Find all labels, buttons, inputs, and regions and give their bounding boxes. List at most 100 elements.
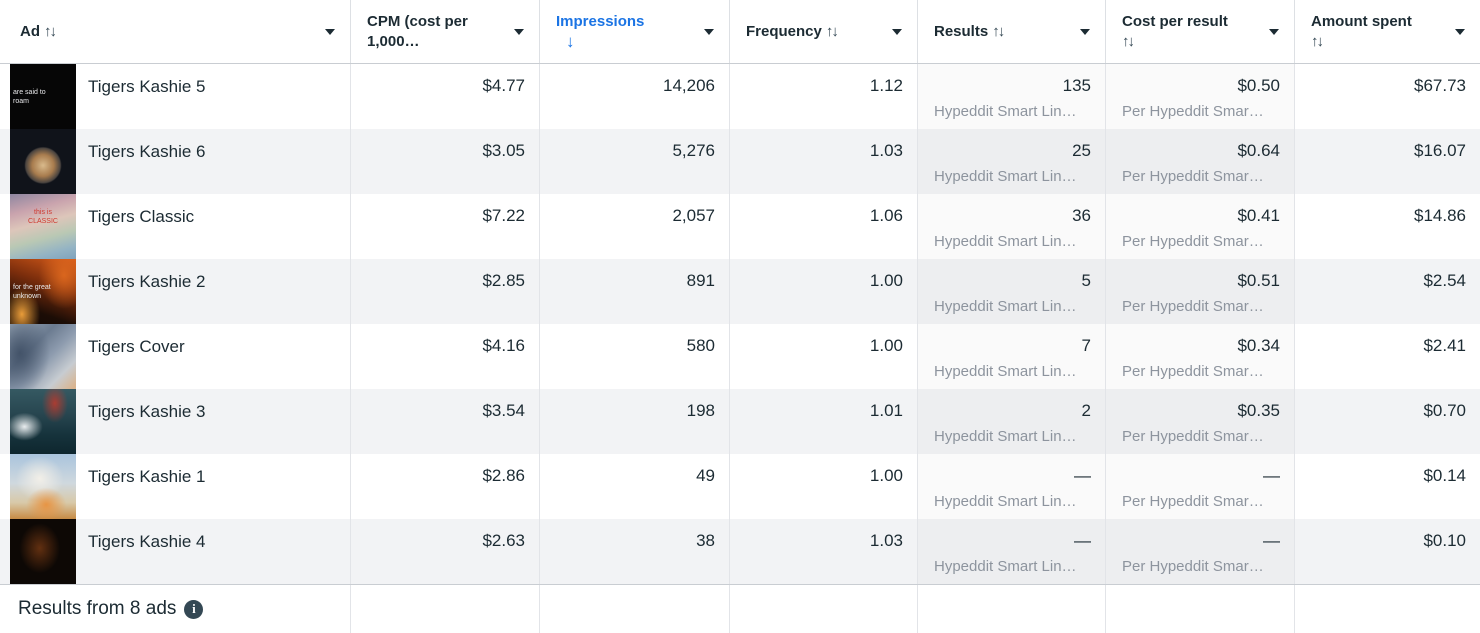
table-row[interactable]: Tigers Kashie 3 $3.54 198 1.01 2 Hypeddi… <box>0 389 1480 454</box>
amount-spent-value: $2.41 <box>1423 336 1466 355</box>
results-type-label: Hypeddit Smart Lin… <box>934 493 1077 510</box>
results-type-label: Hypeddit Smart Lin… <box>934 428 1077 445</box>
footer-cell <box>350 585 539 633</box>
results-value: 25 <box>1072 141 1091 160</box>
ad-name-link[interactable]: Tigers Kashie 3 <box>88 402 206 421</box>
chevron-down-icon[interactable] <box>704 28 714 35</box>
ad-name-link[interactable]: Tigers Kashie 6 <box>88 142 206 161</box>
results-value: 7 <box>1081 336 1091 355</box>
table-footer: Results from 8 ads i <box>0 584 1480 633</box>
table-row[interactable]: Tigers Kashie 1 $2.86 49 1.00 — Hypeddit… <box>0 454 1480 519</box>
cpm-value: $3.05 <box>482 141 525 160</box>
thumbnail-text: this is <box>34 209 52 216</box>
cost-per-result-cell: $0.51 Per Hypeddit Smar… <box>1105 259 1294 324</box>
thumbnail-text: for the great <box>13 283 51 291</box>
ad-thumbnail[interactable] <box>10 454 76 519</box>
ad-name-link[interactable]: Tigers Kashie 2 <box>88 272 206 291</box>
results-type-label: Hypeddit Smart Lin… <box>934 168 1077 185</box>
results-value: 36 <box>1072 206 1091 225</box>
cost-per-result-type-label: Per Hypeddit Smar… <box>1122 493 1264 510</box>
column-header-cpm[interactable]: CPM (cost per 1,000… <box>350 0 539 63</box>
cost-per-result-type-label: Per Hypeddit Smar… <box>1122 558 1264 575</box>
info-icon[interactable]: i <box>184 599 204 619</box>
impressions-cell: 198 <box>539 389 729 454</box>
impressions-value: 198 <box>686 401 715 420</box>
cost-per-result-type-label: Per Hypeddit Smar… <box>1122 103 1264 120</box>
sort-descending-icon[interactable]: ↓ <box>566 31 575 51</box>
results-summary-label: Results from 8 ads <box>18 598 177 619</box>
sort-arrows-icon[interactable]: ↑↓ <box>44 22 57 40</box>
chevron-down-icon[interactable] <box>892 28 902 35</box>
sort-arrows-icon[interactable]: ↑↓ <box>1311 32 1324 50</box>
cost-per-result-value: $0.41 <box>1237 206 1280 225</box>
thumbnail-text: are said to <box>13 88 46 96</box>
ad-cell: Tigers Kashie 6 <box>0 129 350 194</box>
frequency-cell: 1.03 <box>729 519 917 584</box>
column-header-ad[interactable]: Ad ↑↓ <box>0 0 350 63</box>
column-header-impressions[interactable]: Impressions ↓ <box>539 0 729 63</box>
footer-cell <box>729 585 917 633</box>
table-row[interactable]: this is CLASSIC Tigers Classic $7.22 2,0… <box>0 194 1480 259</box>
frequency-value: 1.01 <box>869 401 903 420</box>
cost-per-result-type-label: Per Hypeddit Smar… <box>1122 168 1264 185</box>
impressions-value: 2,057 <box>672 206 715 225</box>
table-row[interactable]: Tigers Kashie 4 $2.63 38 1.03 — Hypeddit… <box>0 519 1480 584</box>
ad-thumbnail[interactable]: are said to roam <box>10 64 76 129</box>
cpm-value: $4.77 <box>482 76 525 95</box>
ad-name-link[interactable]: Tigers Kashie 5 <box>88 77 206 96</box>
cpm-cell: $3.54 <box>350 389 539 454</box>
table-row[interactable]: for the great unknown Tigers Kashie 2 $2… <box>0 259 1480 324</box>
chevron-down-icon[interactable] <box>1080 28 1090 35</box>
frequency-value: 1.00 <box>869 336 903 355</box>
amount-spent-cell: $67.73 <box>1294 64 1480 129</box>
cost-per-result-value: $0.35 <box>1237 401 1280 420</box>
ad-name-link[interactable]: Tigers Kashie 4 <box>88 532 206 551</box>
impressions-cell: 38 <box>539 519 729 584</box>
impressions-cell: 5,276 <box>539 129 729 194</box>
ad-thumbnail[interactable] <box>10 519 76 584</box>
table-row[interactable]: Tigers Kashie 6 $3.05 5,276 1.03 25 Hype… <box>0 129 1480 194</box>
cpm-value: $4.16 <box>482 336 525 355</box>
ad-name-link[interactable]: Tigers Kashie 1 <box>88 467 206 486</box>
column-label: Results ↑↓ <box>934 22 1005 40</box>
frequency-value: 1.03 <box>869 531 903 550</box>
cpm-cell: $2.85 <box>350 259 539 324</box>
chevron-down-icon[interactable] <box>1455 28 1465 35</box>
impressions-cell: 891 <box>539 259 729 324</box>
column-header-frequency[interactable]: Frequency ↑↓ <box>729 0 917 63</box>
ad-name-link[interactable]: Tigers Classic <box>88 207 195 226</box>
chevron-down-icon[interactable] <box>514 28 524 35</box>
thumbnail-text: roam <box>13 97 29 105</box>
chevron-down-icon[interactable] <box>325 28 335 35</box>
table-row[interactable]: Tigers Cover $4.16 580 1.00 7 Hypeddit S… <box>0 324 1480 389</box>
ad-cell: Tigers Kashie 1 <box>0 454 350 519</box>
column-label: Ad ↑↓ <box>20 22 57 40</box>
results-cell: 135 Hypeddit Smart Lin… <box>917 64 1105 129</box>
ad-thumbnail[interactable] <box>10 389 76 454</box>
amount-spent-value: $0.70 <box>1423 401 1466 420</box>
ad-thumbnail[interactable]: this is CLASSIC <box>10 194 76 259</box>
ad-thumbnail[interactable] <box>10 324 76 389</box>
sort-arrows-icon[interactable]: ↑↓ <box>1122 32 1135 50</box>
cpm-cell: $7.22 <box>350 194 539 259</box>
frequency-value: 1.00 <box>869 466 903 485</box>
results-type-label: Hypeddit Smart Lin… <box>934 233 1077 250</box>
impressions-value: 580 <box>686 336 715 355</box>
column-header-cost-per-result[interactable]: Cost per result ↑↓ <box>1105 0 1294 63</box>
footer-cell <box>917 585 1105 633</box>
cpm-value: $2.63 <box>482 531 525 550</box>
column-header-amount-spent[interactable]: Amount spent ↑↓ <box>1294 0 1480 63</box>
ad-thumbnail[interactable]: for the great unknown <box>10 259 76 324</box>
ad-name-link[interactable]: Tigers Cover <box>88 337 185 356</box>
frequency-cell: 1.12 <box>729 64 917 129</box>
cost-per-result-value: — <box>1263 531 1280 550</box>
chevron-down-icon[interactable] <box>1269 28 1279 35</box>
column-header-results[interactable]: Results ↑↓ <box>917 0 1105 63</box>
ad-cell: are said to roam Tigers Kashie 5 <box>0 64 350 129</box>
sort-arrows-icon[interactable]: ↑↓ <box>825 22 839 40</box>
ad-thumbnail[interactable] <box>10 129 76 194</box>
sort-arrows-icon[interactable]: ↑↓ <box>992 22 1005 40</box>
table-row[interactable]: are said to roam Tigers Kashie 5 $4.77 1… <box>0 64 1480 129</box>
impressions-value: 891 <box>686 271 715 290</box>
